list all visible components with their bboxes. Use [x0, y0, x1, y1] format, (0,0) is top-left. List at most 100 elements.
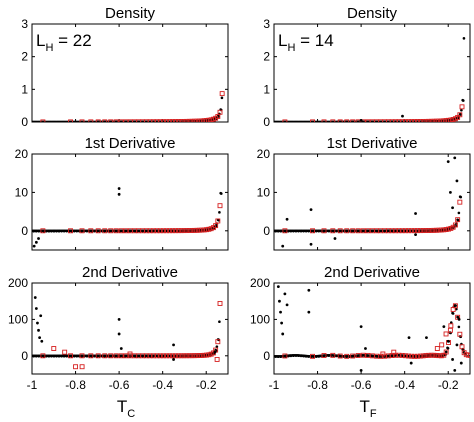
y-tick-label: 0 — [263, 349, 270, 363]
subplot-6: 2nd Derivative 0 100 200 -1 -0.8 -0.6 -0.4 -0.2 T… — [250, 264, 471, 420]
red-marker — [365, 352, 371, 358]
red-marker — [360, 228, 366, 234]
red-marker — [409, 353, 415, 359]
red-marker — [428, 227, 434, 233]
outlier-point — [34, 240, 38, 244]
red-marker — [409, 228, 415, 234]
outlier-point — [33, 296, 37, 299]
data-point — [451, 312, 455, 315]
outlier-point — [117, 318, 121, 321]
red-marker — [184, 353, 190, 359]
y-tick-label: 200 — [250, 276, 270, 290]
outlier-point — [309, 242, 313, 246]
subplot-title: Density — [347, 5, 398, 22]
outlier-point — [283, 292, 287, 296]
red-marker — [161, 353, 166, 359]
red-marker — [173, 353, 178, 359]
red-marker — [365, 228, 371, 234]
y-tick-label: 0 — [21, 224, 28, 238]
red-marker — [337, 353, 343, 359]
data-point — [220, 96, 224, 100]
annotation-sub: H — [287, 42, 295, 54]
red-marker — [178, 119, 184, 122]
red-marker — [118, 119, 124, 122]
red-marker — [88, 119, 94, 122]
red-marker — [399, 228, 405, 234]
red-marker — [191, 118, 197, 122]
data-point — [219, 192, 223, 195]
outlier-point — [442, 325, 446, 329]
red-marker — [452, 303, 458, 309]
red-marker — [164, 228, 170, 234]
red-marker — [40, 353, 46, 359]
red-marker — [355, 228, 361, 234]
red-marker — [426, 118, 432, 122]
data-point — [457, 211, 461, 215]
x-tick-label: -0.8 — [65, 378, 86, 392]
red-marker — [396, 228, 402, 234]
y-tick-label: 20 — [257, 147, 271, 161]
outlier-point — [457, 318, 461, 321]
red-marker — [310, 353, 316, 359]
x-tick-label: -0.4 — [152, 378, 173, 392]
outlier-point — [309, 208, 313, 212]
red-marker — [217, 109, 223, 115]
red-marker — [186, 353, 192, 359]
red-marker — [167, 353, 173, 359]
y-tick-label: 0 — [263, 115, 270, 129]
red-marker — [406, 228, 412, 234]
red-marker — [181, 228, 187, 234]
red-marker — [360, 119, 366, 122]
y-tick-label: 3 — [21, 17, 28, 31]
outlier-point — [281, 332, 285, 336]
red-outlier-marker — [79, 364, 85, 370]
red-marker — [412, 119, 418, 122]
outlier-point — [459, 361, 463, 365]
red-marker — [350, 353, 356, 359]
red-marker — [310, 228, 316, 234]
red-marker — [123, 119, 129, 122]
x-tick-label: -0.4 — [394, 378, 415, 392]
red-marker — [360, 352, 366, 358]
data-point — [219, 262, 222, 265]
plot-area — [274, 37, 466, 122]
y-tick-label: 10 — [257, 185, 271, 199]
red-outlier-marker — [443, 331, 449, 337]
red-outlier-marker — [214, 356, 220, 362]
red-marker — [147, 353, 153, 359]
outlier-point — [276, 285, 280, 289]
red-marker — [186, 228, 192, 233]
subplot-1: Density LH = 22 0 1 2 3 — [21, 5, 229, 129]
red-marker — [215, 339, 221, 345]
outlier-point — [453, 156, 457, 160]
red-marker — [389, 228, 395, 234]
red-marker — [189, 353, 195, 359]
red-marker — [95, 353, 101, 359]
red-marker — [173, 119, 178, 122]
red-marker — [350, 119, 356, 122]
red-marker — [415, 119, 420, 122]
red-marker — [406, 353, 412, 359]
red-marker — [170, 353, 176, 359]
red-marker — [412, 228, 418, 234]
red-marker — [403, 228, 408, 234]
red-marker — [452, 222, 458, 228]
size-annotation: LH = 14 — [278, 31, 334, 54]
outlier-point — [455, 179, 459, 183]
red-marker — [194, 118, 200, 122]
red-marker — [147, 228, 153, 234]
outlier-point — [453, 368, 457, 372]
red-marker — [40, 228, 46, 234]
red-marker — [178, 228, 184, 234]
outlier-point — [117, 187, 121, 190]
red-outlier-marker — [62, 349, 68, 355]
red-marker — [170, 228, 176, 234]
red-marker — [393, 228, 398, 234]
red-marker — [161, 228, 166, 234]
red-marker — [113, 228, 119, 234]
red-outlier-marker — [447, 327, 453, 333]
red-marker — [344, 228, 350, 234]
red-marker — [157, 119, 163, 122]
outlier-point — [36, 321, 39, 325]
